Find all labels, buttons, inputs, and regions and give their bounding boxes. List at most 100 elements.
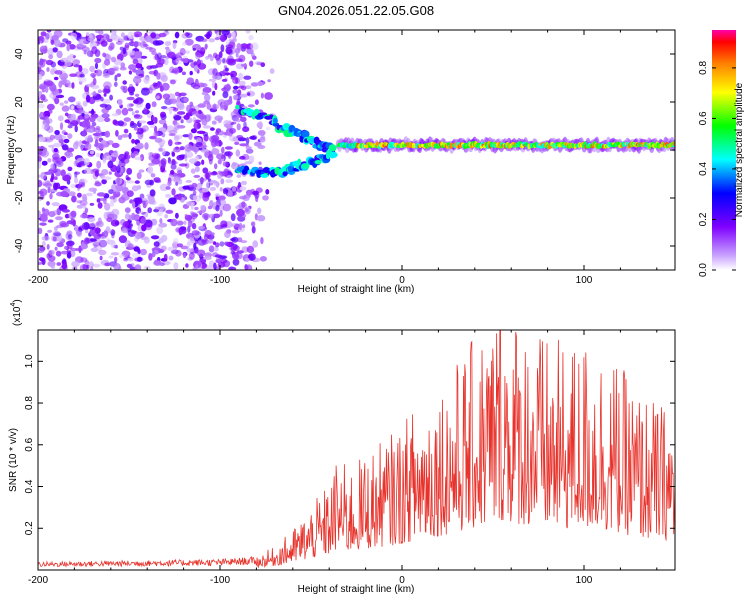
spectrogram-noise-mark: [62, 38, 69, 43]
spectrogram-noise-mark: [259, 255, 267, 262]
spectrogram-noise-mark: [110, 56, 117, 63]
spectrogram-noise-mark: [136, 172, 142, 180]
spectrogram-noise-mark: [181, 71, 186, 76]
spectrogram-noise-mark: [118, 153, 127, 162]
spectrogram-noise-mark: [85, 237, 94, 244]
spectrogram-noise-mark: [68, 44, 76, 50]
snr-y-tick-label: 0.8: [24, 396, 35, 410]
spectrogram-noise-mark: [72, 219, 76, 227]
spectrogram-noise-mark: [129, 122, 138, 128]
spectrogram-y-tick-label: 40: [14, 48, 25, 60]
spectrogram-noise-mark: [118, 162, 126, 167]
spectrogram-noise-mark: [200, 83, 208, 88]
spectrogram-noise-mark: [176, 101, 185, 109]
spectrogram-noise-mark: [83, 222, 90, 230]
spectrogram-noise-mark: [148, 162, 155, 166]
spectrogram-noise-mark: [256, 215, 266, 222]
spectrogram-noise-mark: [45, 118, 53, 124]
spectrogram-noise-mark: [127, 103, 131, 109]
spectrogram-noise-mark: [250, 221, 256, 227]
spectrogram-noise-mark: [38, 36, 42, 42]
spectrogram-noise-mark: [168, 133, 176, 137]
spectrogram-noise-mark: [225, 44, 234, 49]
spectrogram-noise-mark: [240, 43, 249, 49]
spectrogram-noise-mark: [238, 72, 244, 81]
spectrogram-noise-mark: [133, 99, 139, 104]
spectrogram-noise-mark: [49, 193, 53, 200]
spectrogram-noise-mark: [224, 151, 231, 156]
spectrogram-noise-mark: [174, 122, 180, 131]
spectrogram-noise-mark: [58, 135, 67, 140]
colorbar-tick-label: 0.8: [698, 61, 709, 75]
spectrogram-noise-mark: [199, 204, 206, 211]
spectrogram-noise-mark: [245, 30, 251, 34]
spectrogram-noise-mark: [233, 85, 239, 90]
spectrogram-noise-mark: [127, 31, 135, 40]
spectrogram-x-tick-label: -100: [210, 275, 230, 286]
spectrogram-noise-mark: [67, 133, 73, 140]
spectrogram-noise-mark: [251, 225, 256, 234]
snr-x-tick-label: -100: [210, 575, 230, 586]
spectrogram-noise-mark: [83, 167, 93, 174]
chart-title: GN04.2026.051.22.05.G08: [278, 3, 434, 18]
spectrogram-noise-mark: [197, 239, 203, 246]
colorbar-tick-label: 0.6: [698, 111, 709, 125]
spectrogram-noise-mark: [210, 127, 215, 131]
spectrogram-noise-mark: [48, 249, 55, 255]
spectrogram-noise-mark: [114, 74, 118, 82]
spectrogram-noise-mark: [115, 129, 119, 137]
spectrogram-noise-mark: [173, 135, 180, 142]
spectrogram-noise-mark: [163, 253, 168, 262]
spectrogram-noise-mark: [231, 236, 239, 243]
spectrogram-noise-mark: [235, 119, 241, 123]
spectrogram-noise-mark: [198, 47, 207, 52]
spectrogram-noise-mark: [253, 141, 262, 147]
spectrogram-x-axis: -200 -100 0 100: [28, 30, 658, 286]
spectrogram-noise-mark: [239, 186, 247, 191]
spectrogram-noise-mark: [165, 193, 172, 198]
spectrogram-noise-mark: [89, 33, 93, 39]
spectrogram-noise-mark: [211, 134, 220, 143]
spectrogram-noise-mark: [74, 171, 78, 179]
spectrogram-noise-mark: [99, 103, 108, 108]
spectrogram-noise-mark: [95, 238, 101, 242]
spectrogram-noise-mark: [173, 237, 179, 245]
spectrogram-noise-mark: [41, 257, 46, 266]
spectrogram-noise-mark: [38, 179, 43, 188]
snr-x-axis: -200 -100 0 100: [28, 330, 658, 586]
spectrogram-noise-mark: [48, 211, 56, 218]
spectrogram-noise-mark: [128, 70, 132, 75]
spectrogram-noise-mark: [150, 235, 160, 240]
spectrogram-noise-mark: [131, 138, 136, 144]
spectrogram-noise-mark: [161, 106, 168, 110]
spectrogram-noise-mark: [171, 188, 176, 196]
spectrogram-noise-mark: [132, 201, 136, 209]
spectrogram-noise-mark: [73, 141, 79, 150]
spectrogram-noise-mark: [143, 236, 150, 244]
spectrogram-noise-mark: [250, 42, 259, 51]
spectrogram-noise-mark: [120, 219, 126, 226]
spectrogram-noise-mark: [97, 202, 103, 209]
spectrogram-noise-mark: [38, 227, 43, 234]
spectrogram-noise-mark: [80, 182, 86, 188]
spectrogram-noise-mark: [219, 187, 223, 192]
spectrogram-noise-mark: [60, 169, 66, 177]
spectrogram-noise-mark: [236, 174, 242, 178]
colorbar-gradient: [712, 30, 736, 270]
spectrogram-noise-mark: [54, 70, 63, 75]
spectrogram-noise-mark: [66, 44, 70, 52]
spectrogram-noise-mark: [81, 241, 86, 250]
spectrogram-noise-mark: [48, 54, 54, 60]
spectrogram-noise-mark: [167, 51, 176, 59]
spectrogram-noise-mark: [193, 61, 198, 67]
spectrogram-noise-mark: [62, 209, 70, 213]
spectrogram-noise-mark: [229, 70, 238, 78]
spectrogram-noise-mark: [145, 222, 153, 228]
spectrogram-upper-branch-mark: [284, 123, 290, 129]
spectrogram-noise-mark: [126, 96, 135, 101]
spectrogram-noise-mark: [257, 81, 264, 87]
spectrogram-noise-mark: [46, 125, 54, 133]
spectrogram-noise-mark: [39, 188, 48, 196]
spectrogram-noise-mark: [224, 230, 231, 238]
spectrogram-noise-mark: [244, 208, 249, 213]
